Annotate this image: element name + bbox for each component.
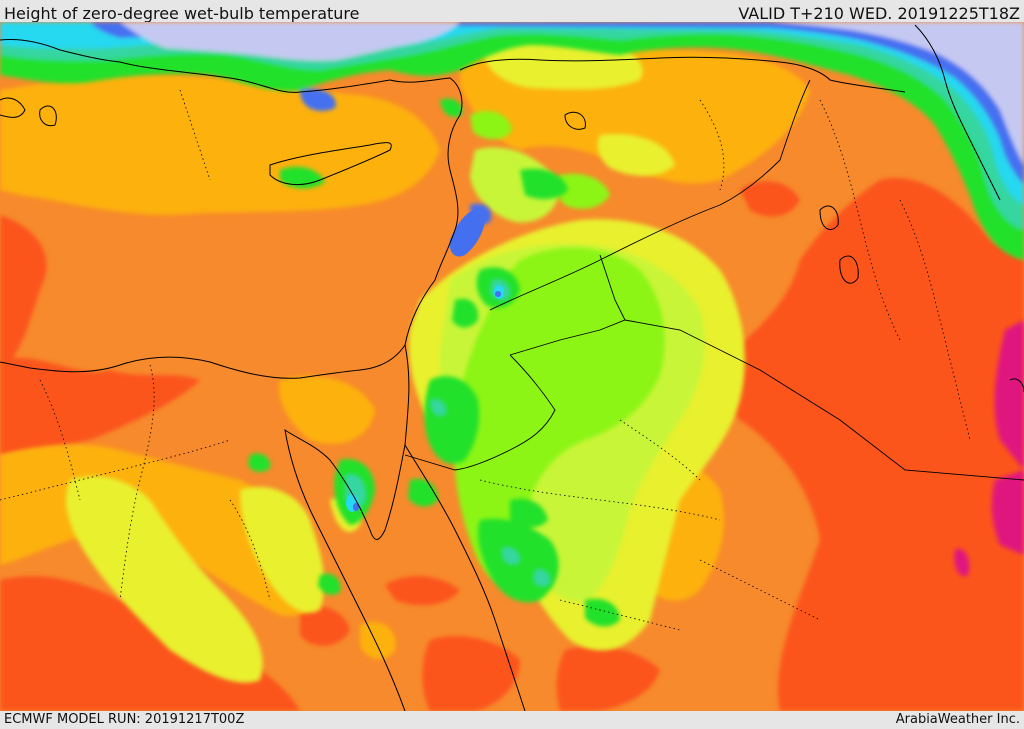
province-lines <box>0 89 971 631</box>
contour-map <box>0 22 1024 711</box>
valid-time: VALID T+210 WED. 20191225T18Z <box>738 4 1020 23</box>
credit: ArabiaWeather Inc. <box>895 712 1020 727</box>
map-title: Height of zero-degree wet-bulb temperatu… <box>4 4 360 23</box>
contour-map-svg <box>0 22 1024 711</box>
field-north-cold <box>0 22 1024 260</box>
borders <box>404 79 1024 481</box>
coastlines <box>0 24 1024 711</box>
footer-bar: ECMWF MODEL RUN: 20191217T00Z ArabiaWeat… <box>0 711 1024 729</box>
field-lime <box>454 110 665 583</box>
field-magenta <box>954 320 1024 577</box>
header-bar: Height of zero-degree wet-bulb temperatu… <box>0 0 1024 23</box>
model-run: ECMWF MODEL RUN: 20191217T00Z <box>4 712 245 727</box>
field-red-orange <box>0 178 1024 711</box>
